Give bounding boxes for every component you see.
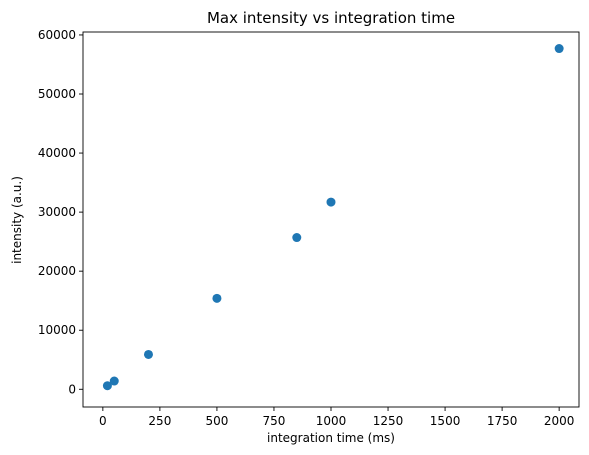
x-tick-label: 0 (99, 414, 107, 428)
x-tick-label: 2000 (544, 414, 575, 428)
y-tick-label: 0 (68, 382, 76, 396)
plot-area-frame (82, 31, 580, 408)
data-point (102, 381, 112, 391)
data-point (212, 293, 222, 303)
data-point (326, 197, 336, 207)
chart-title: Max intensity vs integration time (207, 9, 455, 27)
x-axis-ticks: 0 250 500 750 1000 1250 1500 1750 2000 (99, 407, 574, 428)
data-point (109, 376, 119, 386)
data-point (554, 44, 564, 54)
y-tick-label: 40000 (38, 146, 76, 160)
y-tick-label: 60000 (38, 28, 76, 42)
x-tick-label: 1750 (487, 414, 518, 428)
x-tick-label: 500 (205, 414, 228, 428)
x-tick-label: 1500 (430, 414, 461, 428)
y-axis-ticks: 0 10000 20000 30000 40000 50000 60000 (38, 28, 83, 396)
x-axis-label: integration time (ms) (267, 431, 395, 445)
y-axis-label: intensity (a.u.) (10, 176, 24, 264)
data-point (292, 233, 302, 243)
data-points (102, 44, 564, 391)
y-tick-label: 30000 (38, 205, 76, 219)
data-point (143, 349, 153, 359)
y-tick-label: 10000 (38, 323, 76, 337)
y-tick-label: 20000 (38, 264, 76, 278)
x-tick-label: 1000 (316, 414, 347, 428)
x-tick-label: 1250 (373, 414, 404, 428)
x-tick-label: 250 (148, 414, 171, 428)
y-tick-label: 50000 (38, 87, 76, 101)
x-tick-label: 750 (263, 414, 286, 428)
